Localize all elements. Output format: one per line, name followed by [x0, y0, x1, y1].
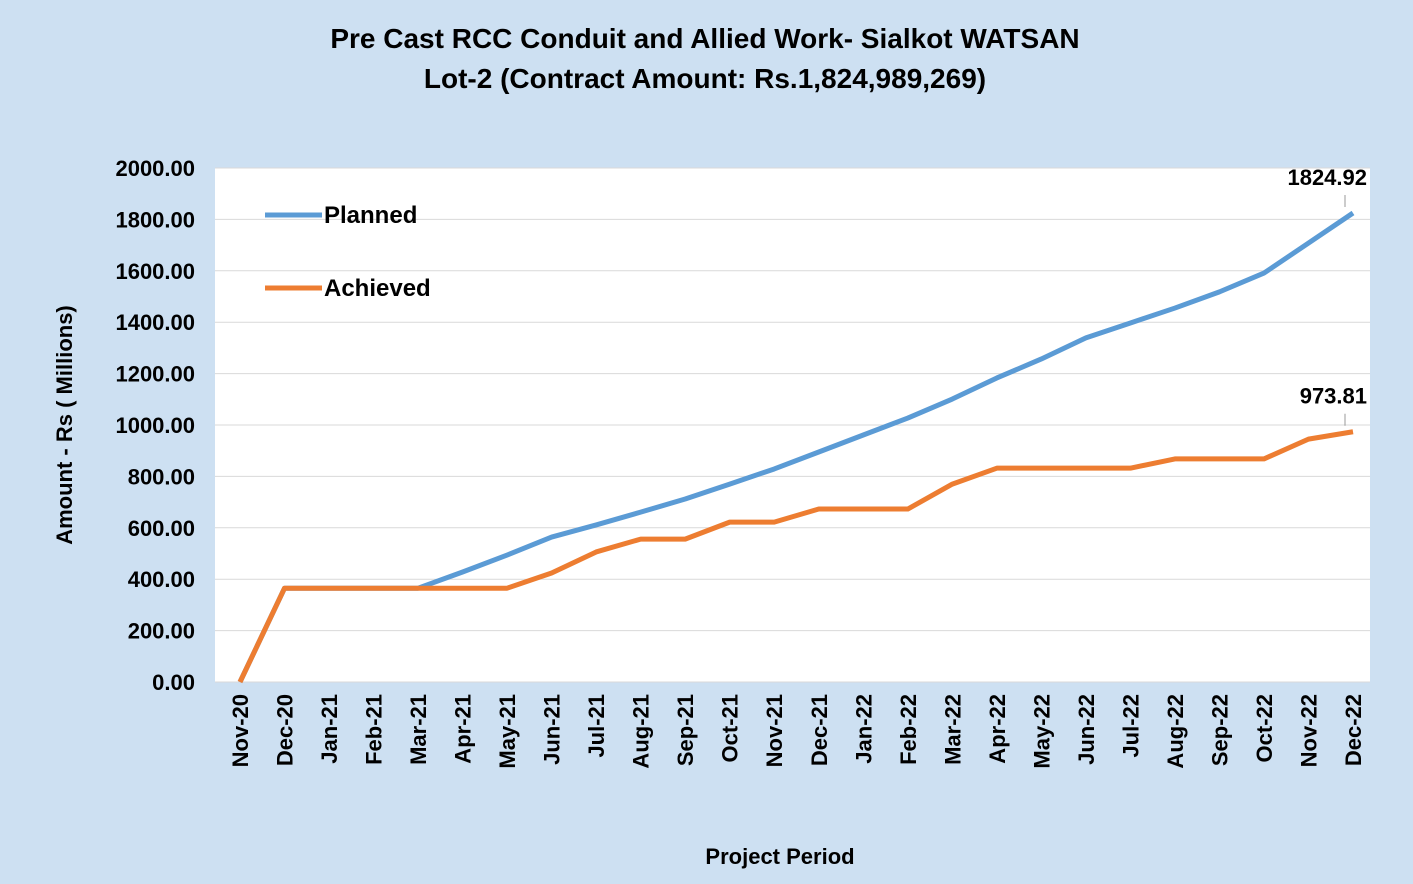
x-tick-label: Dec-20 — [273, 694, 298, 766]
x-tick-label: Aug-21 — [629, 694, 654, 769]
x-tick-label: Dec-22 — [1341, 694, 1366, 766]
y-tick-label: 2000.00 — [115, 156, 195, 181]
x-tick-label: Nov-20 — [228, 694, 253, 767]
y-tick-label: 1400.00 — [115, 310, 195, 335]
y-tick-label: 1600.00 — [115, 259, 195, 284]
legend-label: Planned — [324, 202, 417, 229]
x-tick-label: Oct-21 — [718, 694, 743, 762]
x-tick-label: May-21 — [495, 694, 520, 769]
x-tick-label: Sep-22 — [1207, 694, 1232, 766]
x-tick-label: Nov-22 — [1296, 694, 1321, 767]
y-tick-label: 0.00 — [152, 670, 195, 695]
y-tick-label: 1800.00 — [115, 207, 195, 232]
x-tick-label: Oct-22 — [1252, 694, 1277, 762]
series-line — [237, 210, 1355, 684]
x-tick-label: Apr-22 — [985, 694, 1010, 764]
x-tick-label: Feb-21 — [362, 694, 387, 765]
y-tick-label: 1000.00 — [115, 413, 195, 438]
x-tick-label: Aug-22 — [1163, 694, 1188, 769]
x-tick-label: Mar-21 — [406, 694, 431, 765]
x-tick-label: Jul-21 — [584, 694, 609, 758]
x-tick-label: Jan-21 — [317, 694, 342, 764]
y-tick-label: 800.00 — [128, 464, 195, 489]
x-tick-label: Jul-22 — [1118, 694, 1143, 758]
y-axis-title: Amount - Rs ( Millions) — [52, 305, 77, 545]
x-tick-label: Jan-22 — [851, 694, 876, 764]
y-tick-label: 600.00 — [128, 516, 195, 541]
y-tick-label: 1200.00 — [115, 362, 195, 387]
x-tick-label: Apr-21 — [451, 694, 476, 764]
legend-label: Achieved — [324, 275, 431, 302]
x-axis-title: Project Period — [705, 844, 854, 869]
chart-subtitle: Lot-2 (Contract Amount: Rs.1,824,989,269… — [424, 63, 986, 94]
series-line — [237, 429, 1354, 684]
x-tick-label: Jun-22 — [1074, 694, 1099, 765]
y-tick-label: 400.00 — [128, 567, 195, 592]
data-label: 1824.92 — [1287, 165, 1367, 190]
x-tick-label: Feb-22 — [896, 694, 921, 765]
x-tick-label: Sep-21 — [673, 694, 698, 766]
chart-title: Pre Cast RCC Conduit and Allied Work- Si… — [330, 23, 1079, 54]
data-label: 973.81 — [1300, 384, 1367, 409]
y-tick-label: 200.00 — [128, 619, 195, 644]
x-tick-label: Nov-21 — [762, 694, 787, 767]
x-tick-label: Mar-22 — [940, 694, 965, 765]
x-tick-label: Jun-21 — [540, 694, 565, 765]
x-tick-label: Dec-21 — [807, 694, 832, 766]
x-tick-label: May-22 — [1029, 694, 1054, 769]
